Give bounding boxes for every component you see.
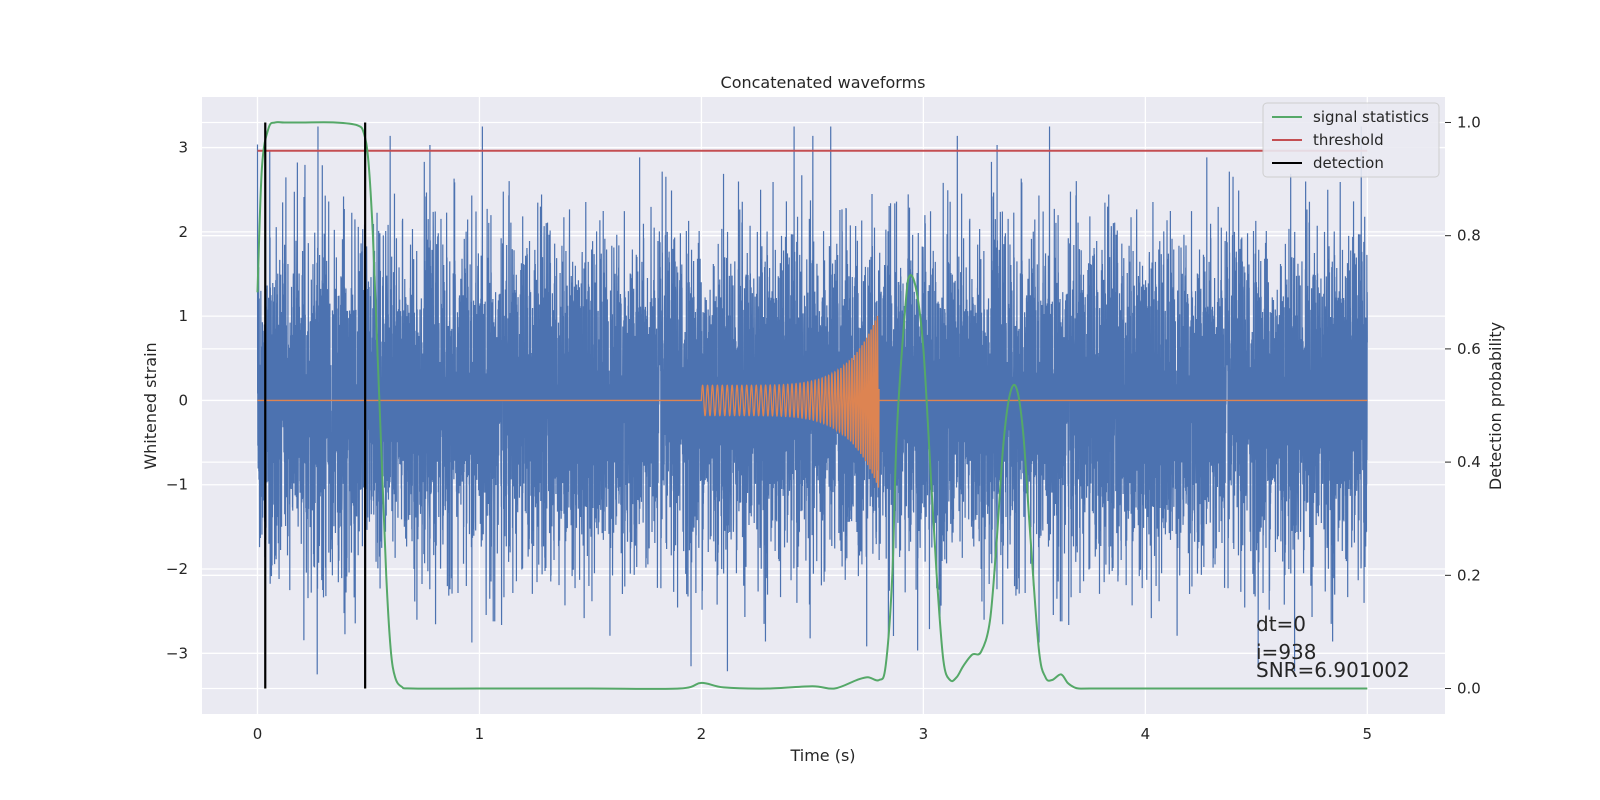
x-axis-label: Time (s) bbox=[789, 746, 855, 765]
y2-tick-label-0: 0.0 bbox=[1457, 680, 1481, 698]
annotations: dt=0 i=938 SNR=6.901002 bbox=[1256, 612, 1410, 682]
y-axis-label: Whitened strain bbox=[141, 342, 160, 469]
annotation-dt: dt=0 bbox=[1256, 612, 1306, 636]
annotation-snr: SNR=6.901002 bbox=[1256, 658, 1410, 682]
y2-tick-label-3: 0.6 bbox=[1457, 340, 1481, 358]
legend: signal statistics threshold detection bbox=[1262, 102, 1440, 178]
legend-signal-label: signal statistics bbox=[1313, 108, 1429, 126]
legend-frame bbox=[1262, 102, 1440, 178]
y2-tick-label-1: 0.2 bbox=[1457, 566, 1481, 584]
y-tick-label-6: 3 bbox=[178, 139, 188, 157]
ticks: 0 1 2 3 4 5 −3 −2 −1 0 1 2 3 0.0 0.2 0.4 0.6 0.8 1.0 bbox=[166, 113, 1481, 743]
noise-series bbox=[256, 126, 1368, 675]
y-tick-label-5: 2 bbox=[178, 223, 188, 241]
annotation-i: i=938 bbox=[1256, 640, 1317, 664]
x-tick-label-5: 5 bbox=[1363, 725, 1373, 743]
y-tick-label-4: 1 bbox=[178, 307, 188, 325]
signal-statistics-series bbox=[256, 121, 1368, 690]
x-tick-label-1: 1 bbox=[475, 725, 485, 743]
legend-threshold-label: threshold bbox=[1313, 131, 1384, 149]
y-tick-label-2: −1 bbox=[166, 476, 188, 494]
y2-tick-label-2: 0.4 bbox=[1457, 453, 1481, 471]
y-tick-label-3: 0 bbox=[178, 391, 188, 409]
injection-series bbox=[257, 315, 1368, 488]
x-tick-label-0: 0 bbox=[253, 725, 263, 743]
y2-tick-label-5: 1.0 bbox=[1457, 113, 1481, 131]
y2-tick-label-4: 0.8 bbox=[1457, 227, 1481, 245]
x-tick-label-4: 4 bbox=[1141, 725, 1151, 743]
y-tick-label-1: −2 bbox=[166, 560, 188, 578]
data-layer bbox=[256, 121, 1368, 690]
chart-title: Concatenated waveforms bbox=[721, 73, 926, 92]
y2-axis-label: Detection probability bbox=[1486, 322, 1505, 490]
y-tick-label-0: −3 bbox=[166, 644, 188, 662]
x-tick-label-2: 2 bbox=[697, 725, 707, 743]
x-tick-label-3: 3 bbox=[919, 725, 929, 743]
legend-detection-label: detection bbox=[1313, 154, 1384, 172]
